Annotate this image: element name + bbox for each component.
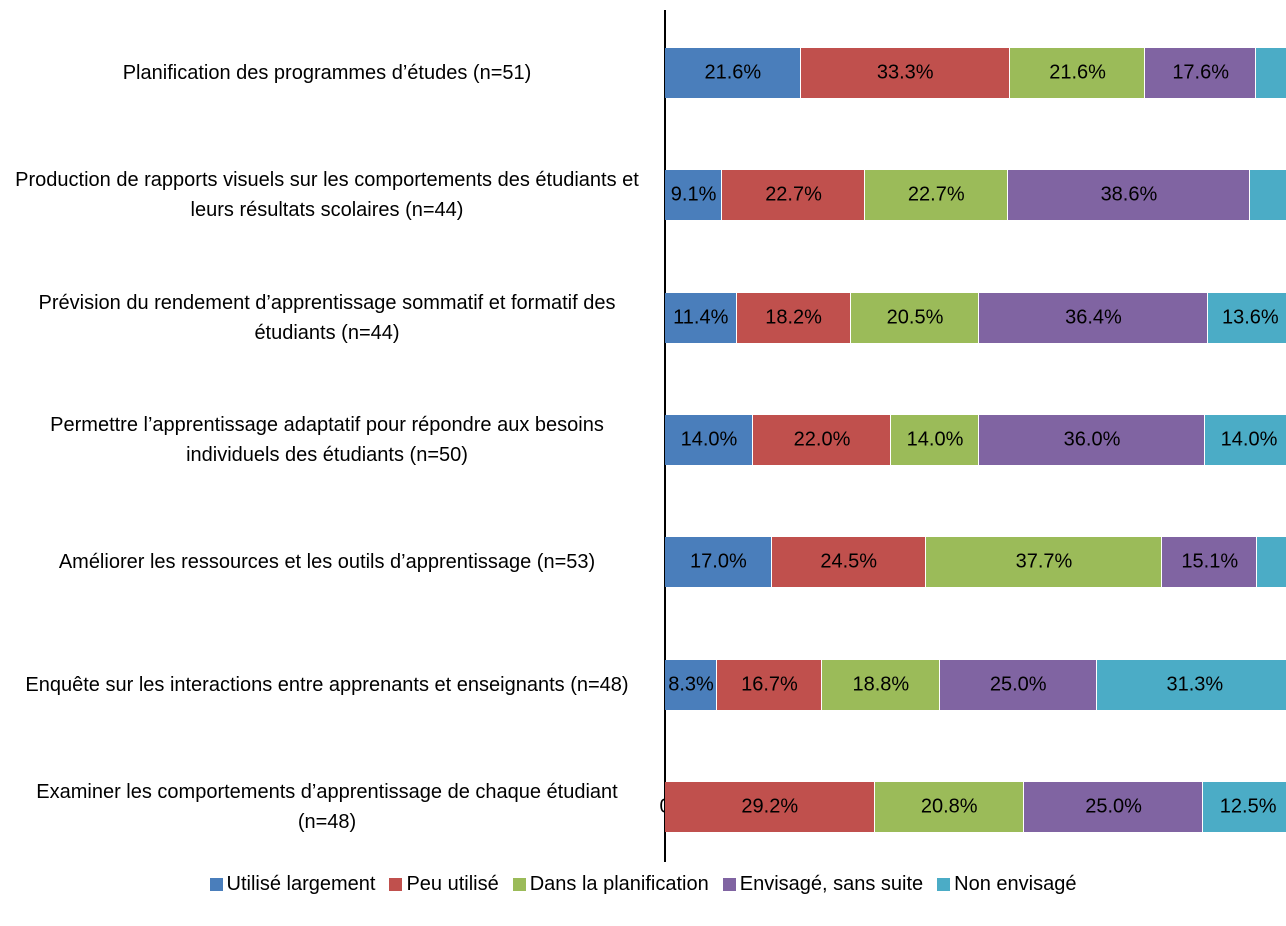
- bar-segment: [722, 170, 865, 221]
- data-label: 37.7%: [1015, 550, 1073, 573]
- bar-segment: [665, 170, 723, 221]
- legend-item: Non envisagé: [937, 873, 1076, 896]
- bar-segment: [1257, 537, 1286, 588]
- data-label: 12.5%: [1219, 795, 1277, 818]
- category-label: Permettre l’apprentissage adaptatif pour…: [50, 413, 604, 466]
- legend-label: Non envisagé: [954, 873, 1077, 895]
- bar-segment: [1096, 659, 1286, 710]
- legend-label: Dans la planification: [529, 873, 709, 895]
- data-label: 18.8%: [852, 673, 910, 695]
- data-label: 21.6%: [1049, 61, 1106, 84]
- data-label: 18.2%: [765, 306, 822, 329]
- category-label: Planification des programmes d’études (n…: [122, 62, 532, 84]
- bar-segment: [752, 414, 892, 465]
- legend-swatch: [512, 878, 526, 891]
- data-label: 29.2%: [741, 795, 799, 818]
- data-label: 24.5%: [820, 550, 878, 573]
- category-label: Examiner les comportements d’apprentissa…: [36, 780, 618, 833]
- bar-segment: [1207, 292, 1286, 343]
- data-label: 38.6%: [1100, 183, 1158, 206]
- category-label: Production de rapports visuels sur les c…: [15, 169, 639, 222]
- bar-segment: [979, 414, 1206, 465]
- legend-label: Peu utilisé: [406, 873, 499, 895]
- bar-segment: [850, 292, 980, 343]
- bar-segment: [1255, 48, 1286, 98]
- bar-segment: [736, 292, 851, 343]
- data-label: 13.6%: [1221, 306, 1279, 329]
- category-label: Enquête sur les interactions entre appre…: [25, 673, 629, 696]
- data-label: 20.5%: [886, 306, 944, 329]
- bar-segment: [800, 48, 1010, 98]
- data-label: 17.0%: [690, 550, 747, 573]
- bar-segment: [665, 659, 718, 710]
- category-label: Prévision du rendement d’apprentissage s…: [38, 291, 616, 344]
- legend-item: Envisagé, sans suite: [722, 873, 924, 896]
- bar-segment: [891, 414, 979, 465]
- bar-segment: [665, 292, 737, 343]
- bar-segment: [1203, 781, 1286, 832]
- bar-segment: [864, 170, 1008, 221]
- axis-line: [664, 10, 666, 862]
- bar-segment: [939, 659, 1097, 710]
- bar-segment: [979, 292, 1208, 343]
- data-label: 31.3%: [1166, 673, 1224, 695]
- bar-segment: [1023, 781, 1204, 832]
- bar-segment: [665, 781, 875, 832]
- data-label: 16.7%: [741, 673, 798, 695]
- data-label: 22.7%: [765, 183, 822, 206]
- bar-segment: [1145, 48, 1256, 98]
- legend-item: Utilisé largement: [209, 873, 376, 896]
- bar-segment: [665, 537, 772, 588]
- legend-label: Envisagé, sans suite: [739, 873, 924, 895]
- bar-segment: [925, 537, 1163, 588]
- category-label: Améliorer les ressources et les outils d…: [58, 551, 596, 574]
- bar-segment: [874, 781, 1024, 832]
- data-label: 17.6%: [1172, 61, 1230, 84]
- data-label: 22.0%: [793, 428, 851, 451]
- bar-segment: [1007, 170, 1251, 221]
- bar-segment: [821, 659, 940, 710]
- legend-item: Dans la planification: [512, 873, 709, 896]
- data-label: 9.1%: [670, 183, 717, 206]
- data-label: 11.4%: [673, 306, 729, 329]
- data-label: 14.0%: [1220, 428, 1278, 451]
- data-label: 14.0%: [906, 428, 964, 451]
- legend-swatch: [722, 878, 736, 891]
- legend-label: Utilisé largement: [226, 873, 376, 895]
- bar-segment: [1009, 48, 1146, 98]
- data-label: 20.8%: [920, 795, 978, 818]
- data-label: 14.0%: [680, 428, 738, 451]
- bar-segment: [771, 537, 926, 588]
- data-label: 36.0%: [1063, 428, 1121, 451]
- legend-swatch: [209, 878, 223, 891]
- legend: Utilisé largement Peu utilisé Dans la plan…: [0, 873, 1286, 896]
- data-label: 22.7%: [907, 183, 965, 206]
- data-label: 21.6%: [704, 61, 762, 84]
- bar-segment: [1205, 414, 1286, 465]
- bar-segment: [665, 414, 753, 465]
- data-label: 8.3%: [668, 673, 714, 695]
- bar-segment: [1250, 170, 1286, 221]
- bar-segment: [1162, 537, 1258, 588]
- data-label: 15.1%: [1181, 550, 1239, 573]
- bar-segment: [717, 659, 822, 710]
- legend-item: Peu utilisé: [389, 873, 499, 896]
- data-label: 33.3%: [876, 61, 934, 84]
- legend-swatch: [389, 878, 403, 891]
- data-label: 25.0%: [1085, 795, 1142, 818]
- data-label: 36.4%: [1065, 306, 1122, 329]
- data-label: 25.0%: [989, 673, 1047, 695]
- bar-segment: [665, 48, 801, 98]
- legend-swatch: [937, 878, 951, 891]
